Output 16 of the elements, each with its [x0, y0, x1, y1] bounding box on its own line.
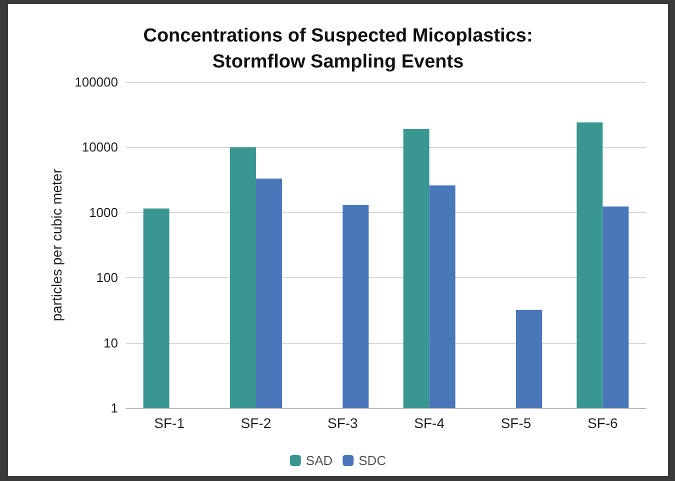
y-axis-title: particles per cubic meter: [48, 168, 65, 322]
chart-title: Concentrations of Suspected Micoplastics: Stormflow Sampling Events: [143, 26, 533, 72]
y-tick-label: 10: [104, 335, 118, 350]
x-tick-label: SF-6: [587, 415, 618, 431]
y-tick-label: 100000: [74, 74, 118, 90]
legend-label: SAD: [306, 453, 333, 468]
x-tick-label: SF-3: [327, 415, 358, 431]
legend-label: SDC: [358, 453, 386, 468]
x-tick-label: SF-2: [240, 415, 272, 431]
x-tick-label: SF-1: [154, 415, 185, 431]
y-tick-label: 100: [96, 270, 118, 286]
y-tick-label: 1000: [89, 204, 118, 220]
y-tick-label: 10000: [82, 140, 118, 155]
x-tick-label: SF-5: [500, 415, 532, 431]
y-tick-label: 1: [110, 400, 118, 416]
x-tick-label: SF-4: [414, 415, 445, 431]
